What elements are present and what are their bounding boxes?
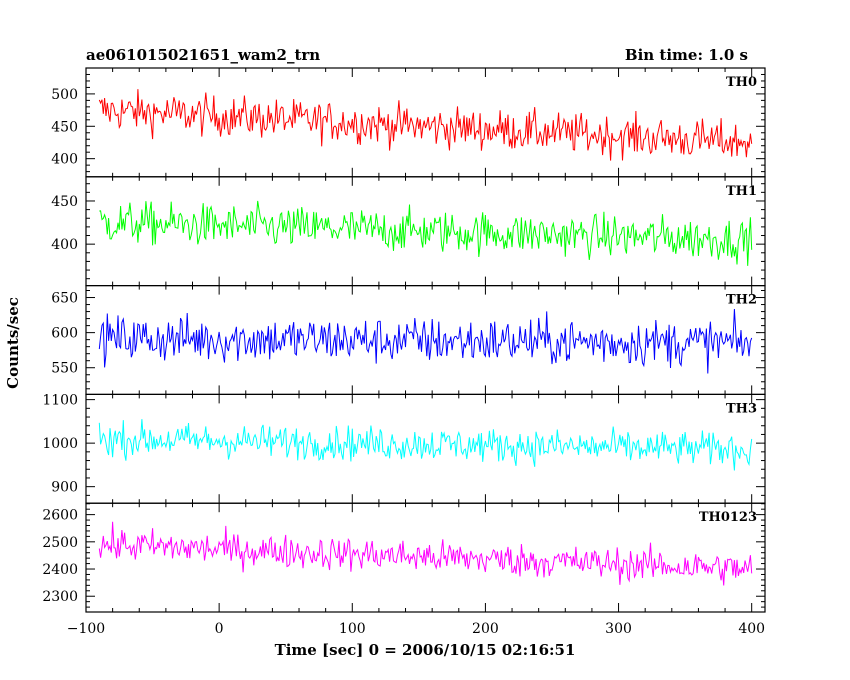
- panel-th0123: 2300 2400 2500 2600 TH0123: [42, 502, 766, 613]
- y-tick-label: 450: [51, 119, 78, 135]
- panel-frame: [85, 67, 766, 178]
- series-line-th0123: [98, 521, 753, 586]
- x-tick-label: 100: [339, 621, 366, 637]
- x-tick-label: 400: [738, 621, 765, 637]
- panel-th0: 400 450 500 TH0: [51, 67, 766, 178]
- y-tick-label: 450: [51, 194, 78, 210]
- series-line-th2: [98, 308, 753, 374]
- series-line-th1: [99, 200, 753, 266]
- y-tick-label: 1100: [42, 393, 78, 409]
- x-axis: −100 0 100 200 300 400: [67, 621, 765, 637]
- y-tick-label: 400: [51, 152, 78, 168]
- y-axis-label: Counts/sec: [4, 297, 22, 389]
- y-tick-label: 550: [51, 361, 78, 377]
- series-line-th3: [98, 419, 753, 471]
- y-tick-label: 650: [51, 291, 78, 307]
- series-line-th0: [98, 89, 753, 161]
- band-label-th0: TH0: [726, 75, 757, 90]
- panel-th1: 400 450 TH1: [51, 176, 766, 287]
- x-axis-label: Time [sec] 0 = 2006/10/15 02:16:51: [275, 641, 576, 659]
- x-tick-label: 300: [605, 621, 632, 637]
- band-label-th2: TH2: [726, 293, 757, 308]
- panel-th2: 550 600 650 TH2: [51, 285, 766, 396]
- y-tick-label: 2500: [42, 535, 78, 551]
- y-tick-label: 500: [51, 87, 78, 103]
- y-tick-label: 900: [51, 480, 78, 496]
- panel-th3: 900 1000 1100 TH3: [42, 393, 766, 504]
- panel-frame: [85, 502, 766, 613]
- panels: 400 450 500 TH0 400 450 TH1 550 600 650 TH2 900 1000…: [42, 67, 766, 613]
- x-tick-label: −100: [67, 621, 105, 637]
- band-label-th0123: TH0123: [699, 510, 757, 525]
- bin-time-label: Bin time: 1.0 s: [625, 46, 748, 64]
- y-tick-label: 2300: [42, 589, 78, 605]
- panel-frame: [85, 176, 766, 287]
- y-tick-label: 2400: [42, 562, 78, 578]
- x-tick-label: 200: [472, 621, 499, 637]
- band-label-th3: TH3: [726, 401, 757, 416]
- figure-title: ae061015021651_wam2_trn: [86, 46, 320, 64]
- y-tick-label: 400: [51, 237, 78, 253]
- y-tick-label: 2600: [42, 508, 78, 524]
- x-tick-label: 0: [215, 621, 224, 637]
- y-tick-label: 600: [51, 326, 78, 342]
- band-label-th1: TH1: [726, 184, 757, 199]
- y-tick-label: 1000: [42, 436, 78, 452]
